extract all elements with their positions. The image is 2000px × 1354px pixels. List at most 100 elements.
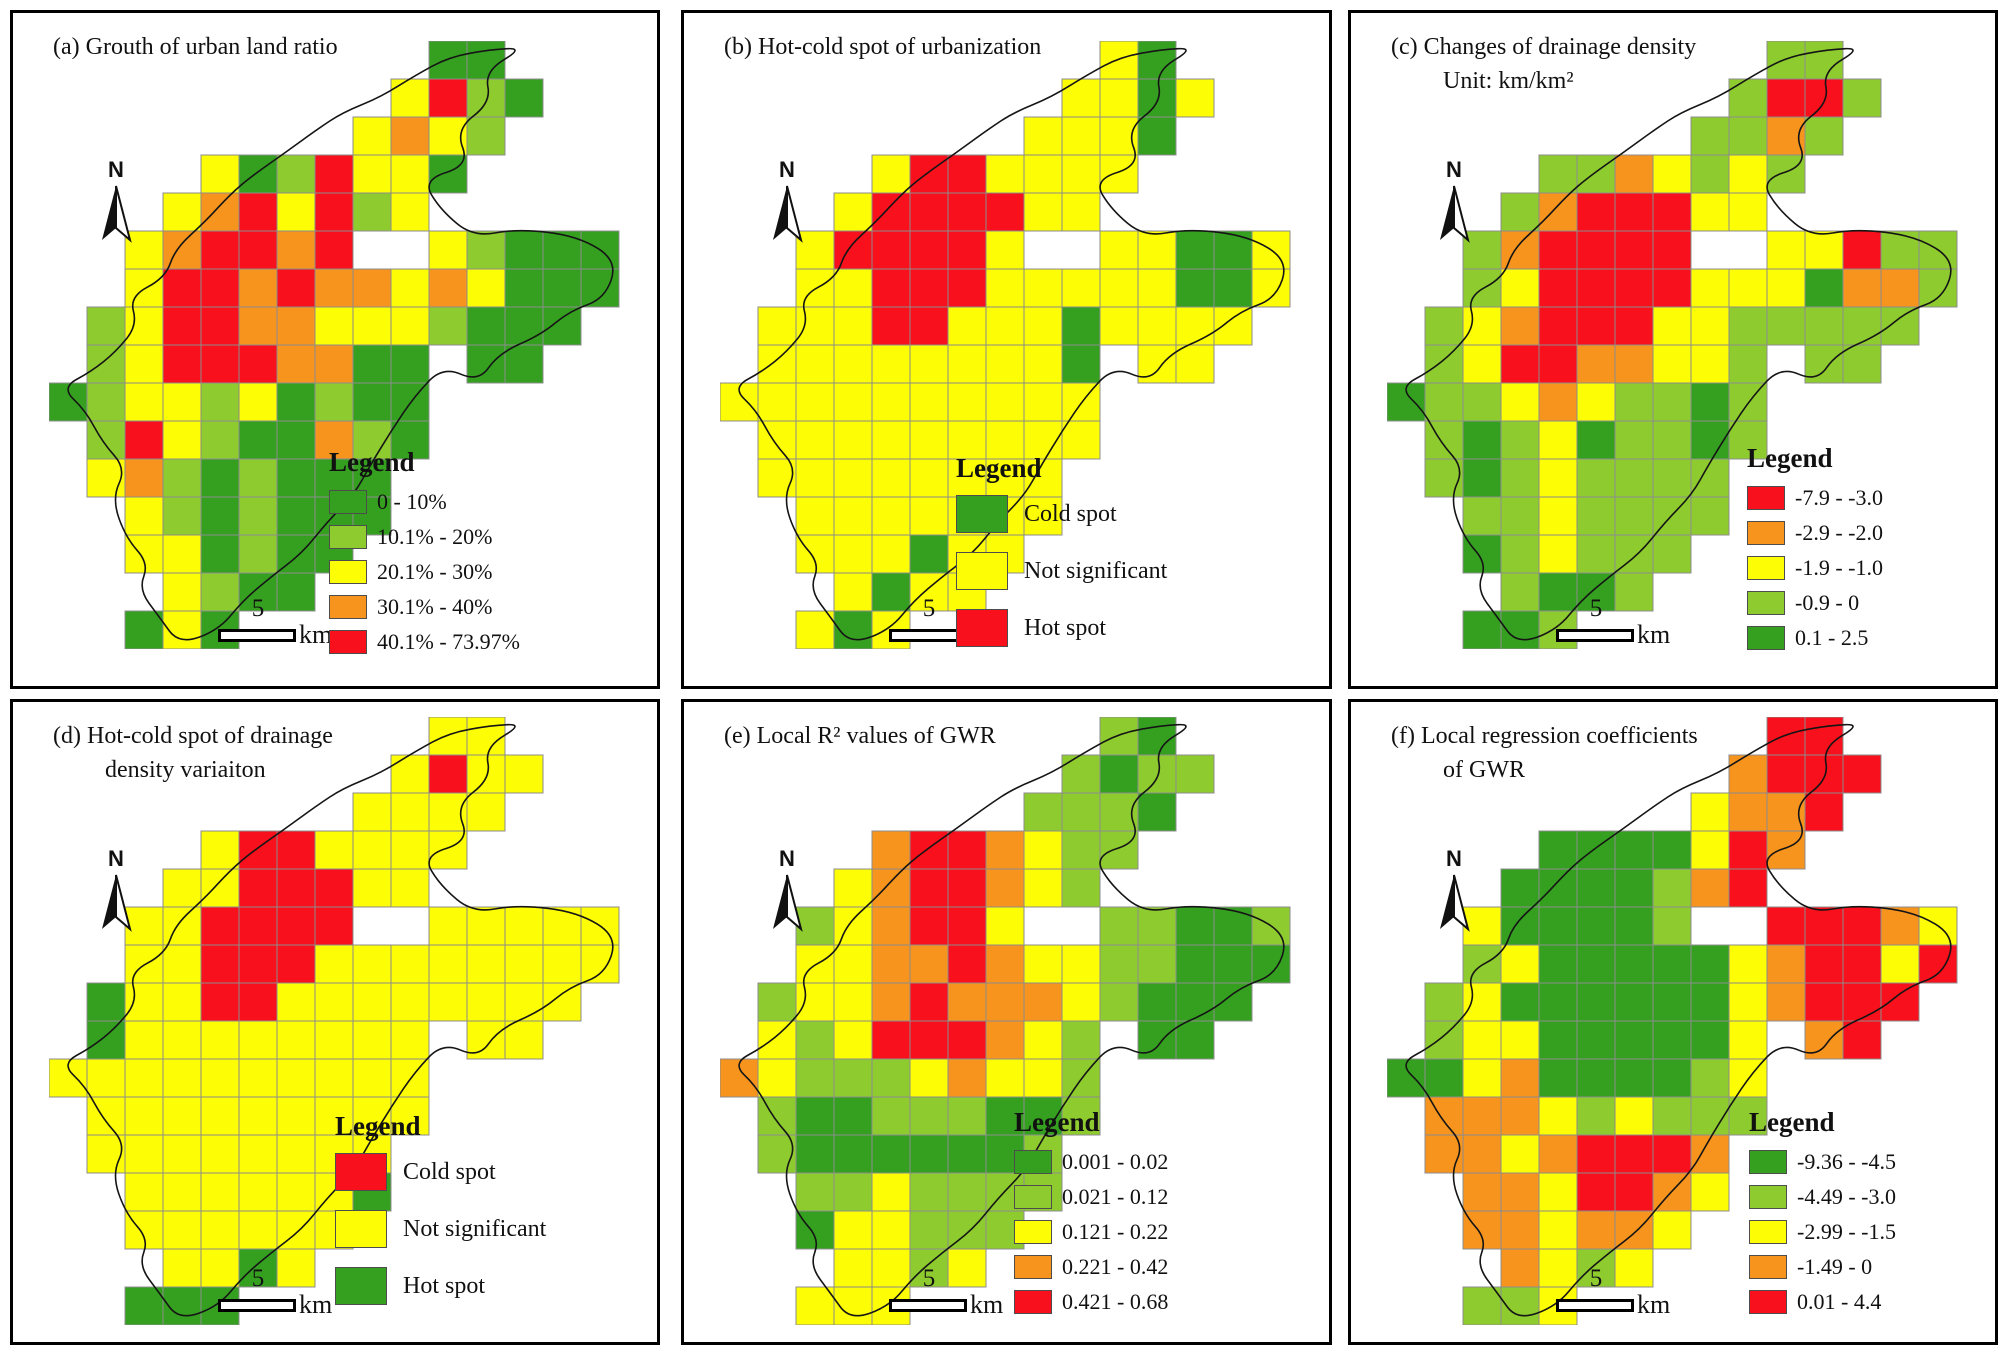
- map-cell: [314, 944, 354, 984]
- map-cell: [238, 420, 278, 460]
- map-cell: [795, 1172, 835, 1212]
- map-cell: [1728, 1058, 1768, 1098]
- map-cell: [985, 906, 1025, 946]
- panel-title-line1: (a) Grouth of urban land ratio: [53, 34, 338, 60]
- legend-swatch-red: [335, 1153, 387, 1191]
- map-cell: [1804, 944, 1844, 984]
- map-cell: [1538, 1172, 1578, 1212]
- map-cell: [200, 154, 240, 194]
- map-cell: [1099, 268, 1139, 308]
- map-cell: [1175, 944, 1215, 984]
- map-cell: [947, 868, 987, 908]
- map-cell: [947, 230, 987, 270]
- map-cell: [909, 1210, 949, 1250]
- legend-swatch-yellow: [1014, 1220, 1052, 1244]
- map-cell: [1500, 382, 1540, 422]
- map-cell: [1614, 344, 1654, 384]
- map-cell: [1061, 1020, 1101, 1060]
- map-cell: [1061, 268, 1101, 308]
- map-cell: [1500, 1172, 1540, 1212]
- map-cell: [1462, 982, 1502, 1022]
- map-cell: [352, 420, 392, 460]
- legend-swatch-red: [1014, 1290, 1052, 1314]
- map-cell: [1424, 458, 1464, 498]
- map-cell: [1728, 306, 1768, 346]
- map-cell: [947, 1134, 987, 1174]
- map-cell: [1614, 382, 1654, 422]
- map-cell: [162, 382, 202, 422]
- map-cell: [1462, 534, 1502, 574]
- map-cell: [1766, 754, 1806, 794]
- map-cell: [1023, 792, 1063, 832]
- map-cell: [1690, 1134, 1730, 1174]
- map-cell: [314, 268, 354, 308]
- map-cell: [504, 268, 544, 308]
- map-cell: [985, 1020, 1025, 1060]
- map-cell: [352, 868, 392, 908]
- map-cell: [1880, 944, 1920, 984]
- map-cell: [504, 982, 544, 1022]
- map-cell: [1424, 1058, 1464, 1098]
- map-cell: [200, 830, 240, 870]
- map-cell: [1652, 192, 1692, 232]
- map-cell: [238, 192, 278, 232]
- map-cell: [871, 1210, 911, 1250]
- map-cell: [86, 306, 126, 346]
- legend-item-label: Cold spot: [403, 1158, 496, 1185]
- map-cell: [276, 982, 316, 1022]
- map-cell: [871, 1096, 911, 1136]
- map-cell: [795, 1020, 835, 1060]
- map-cell: [200, 1210, 240, 1250]
- map-cell: [1728, 344, 1768, 384]
- map-cell: [1061, 830, 1101, 870]
- map-cell: [947, 1172, 987, 1212]
- map-cell: [909, 944, 949, 984]
- map-cell: [124, 610, 164, 649]
- map-cell: [1061, 1058, 1101, 1098]
- map-cell: [1023, 830, 1063, 870]
- map-cell: [1099, 982, 1139, 1022]
- map-cell: [1538, 496, 1578, 536]
- map-cell: [124, 982, 164, 1022]
- map-cell: [833, 1248, 873, 1288]
- map-cell: [947, 154, 987, 194]
- map-cell: [1061, 868, 1101, 908]
- map-cell: [1690, 830, 1730, 870]
- map-cell: [428, 906, 468, 946]
- legend-item: 20.1% - 30%: [329, 559, 520, 585]
- map-cell: [1652, 382, 1692, 422]
- map-cell: [238, 382, 278, 422]
- map-cell: [314, 154, 354, 194]
- north-arrow-icon: [1440, 874, 1470, 932]
- map-cell: [200, 534, 240, 574]
- legend-swatch-dark_green: [956, 495, 1008, 533]
- map-cell: [1766, 830, 1806, 870]
- map-cell: [1424, 1020, 1464, 1060]
- map-cell: [1576, 1172, 1616, 1212]
- map-cell: [871, 830, 911, 870]
- legend-swatch-red: [956, 609, 1008, 647]
- map-cell: [238, 944, 278, 984]
- map-cell: [1538, 382, 1578, 422]
- map-cell: [909, 534, 949, 574]
- legend-swatch-light_green: [1014, 1185, 1052, 1209]
- map-cell: [1652, 420, 1692, 460]
- map-cell: [238, 1096, 278, 1136]
- panel-title: (c) Changes of drainage density Unit: km…: [1391, 31, 1696, 98]
- map-cell: [1213, 944, 1253, 984]
- map-cell: [1690, 1172, 1730, 1212]
- map-cell: [352, 344, 392, 384]
- legend-item-label: 0.421 - 0.68: [1062, 1289, 1169, 1314]
- map-cell: [833, 868, 873, 908]
- legend-title: Legend: [329, 447, 415, 477]
- legend-item-label: 10.1% - 20%: [377, 524, 493, 549]
- map-grid: [1387, 41, 1958, 649]
- legend-item-label: Hot spot: [1024, 614, 1107, 641]
- map-cell: [390, 982, 430, 1022]
- map-cell: [314, 906, 354, 946]
- map-cell: [1576, 1058, 1616, 1098]
- map-cell: [428, 230, 468, 270]
- legend-item: -2.9 - -2.0: [1747, 520, 1883, 546]
- map-cell: [200, 1096, 240, 1136]
- map-cell: [1538, 868, 1578, 908]
